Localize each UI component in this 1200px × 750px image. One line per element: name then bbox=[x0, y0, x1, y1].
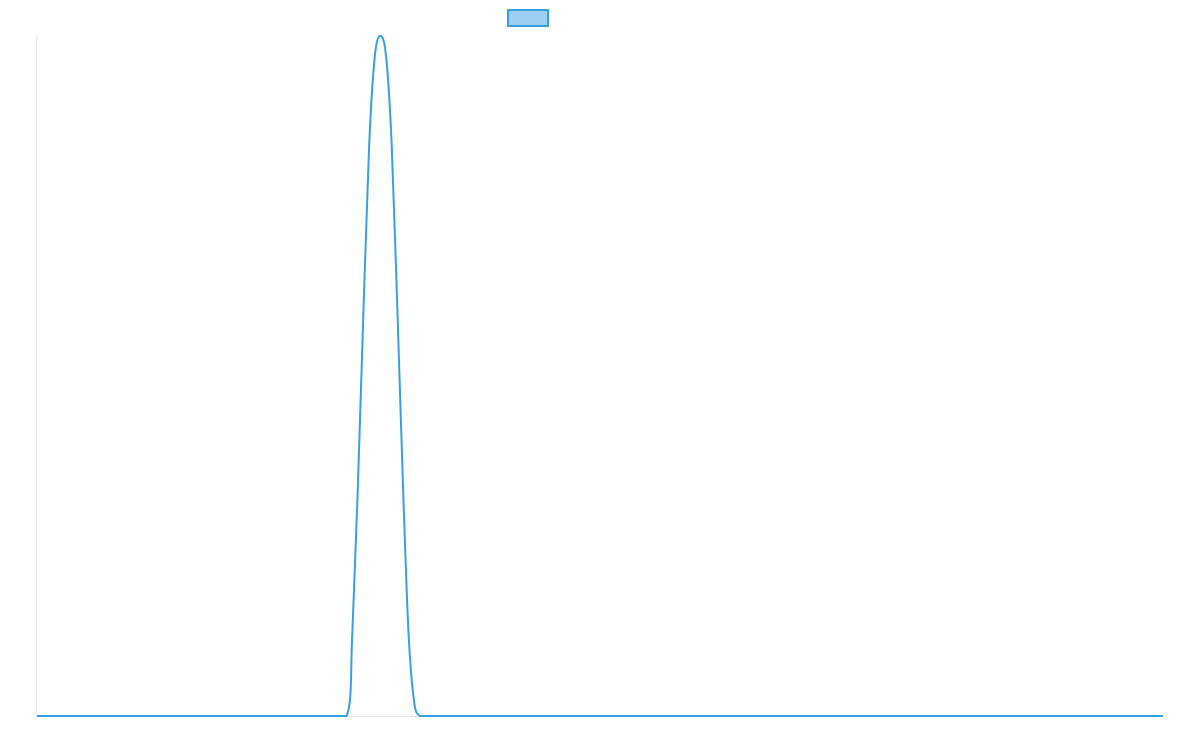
data-point[interactable] bbox=[203, 713, 209, 719]
legend-swatch[interactable] bbox=[507, 9, 549, 27]
data-point[interactable] bbox=[991, 713, 997, 719]
data-point[interactable] bbox=[879, 713, 885, 719]
data-point[interactable] bbox=[372, 53, 378, 59]
series-group bbox=[34, 33, 1166, 719]
data-point[interactable] bbox=[1104, 713, 1110, 719]
data-point[interactable] bbox=[422, 713, 428, 719]
data-point[interactable] bbox=[400, 482, 406, 488]
data-point[interactable] bbox=[541, 713, 547, 719]
data-point[interactable] bbox=[417, 713, 423, 719]
data-point[interactable] bbox=[383, 53, 389, 59]
data-point[interactable] bbox=[34, 713, 40, 719]
data-point[interactable] bbox=[484, 713, 490, 719]
data-point[interactable] bbox=[394, 305, 400, 311]
data-point[interactable] bbox=[377, 33, 383, 39]
series-line-0 bbox=[37, 35, 1163, 717]
data-point[interactable] bbox=[822, 713, 828, 719]
data-point[interactable] bbox=[766, 713, 772, 719]
data-point[interactable] bbox=[259, 713, 265, 719]
data-point[interactable] bbox=[653, 713, 659, 719]
data-point[interactable] bbox=[349, 631, 355, 637]
data-point[interactable] bbox=[361, 305, 367, 311]
data-point[interactable] bbox=[428, 713, 434, 719]
data-point[interactable] bbox=[597, 713, 603, 719]
data-point[interactable] bbox=[366, 142, 372, 148]
data-point[interactable] bbox=[710, 713, 716, 719]
data-point[interactable] bbox=[147, 713, 153, 719]
data-point[interactable] bbox=[1160, 713, 1166, 719]
data-point[interactable] bbox=[344, 713, 350, 719]
data-point[interactable] bbox=[935, 713, 941, 719]
data-point[interactable] bbox=[411, 699, 417, 705]
data-point[interactable] bbox=[316, 713, 322, 719]
data-point[interactable] bbox=[406, 631, 412, 637]
data-point[interactable] bbox=[355, 482, 361, 488]
legend bbox=[507, 9, 549, 27]
data-point[interactable] bbox=[389, 142, 395, 148]
data-point[interactable] bbox=[1047, 713, 1053, 719]
data-point[interactable] bbox=[90, 713, 96, 719]
